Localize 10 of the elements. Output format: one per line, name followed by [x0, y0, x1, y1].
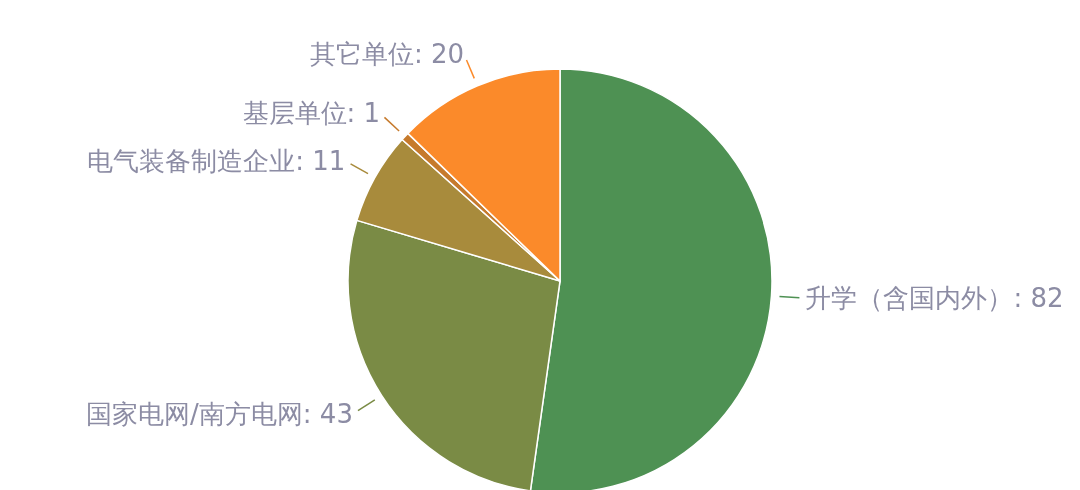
slice-label: 国家电网/南方电网 — [86, 398, 303, 429]
slice-label: 升学（含国内外） — [805, 283, 1014, 314]
data-label: : 82 — [1013, 283, 1064, 314]
data-label: : 20 — [414, 39, 465, 70]
slice-label: 电气装备制造企业 — [87, 145, 296, 176]
slice-label: 其它单位 — [310, 39, 415, 70]
slice-label: 基层单位 — [242, 98, 347, 129]
data-label: : 1 — [346, 98, 381, 129]
data-label: : 11 — [295, 145, 346, 176]
data-label: : 43 — [302, 398, 353, 429]
